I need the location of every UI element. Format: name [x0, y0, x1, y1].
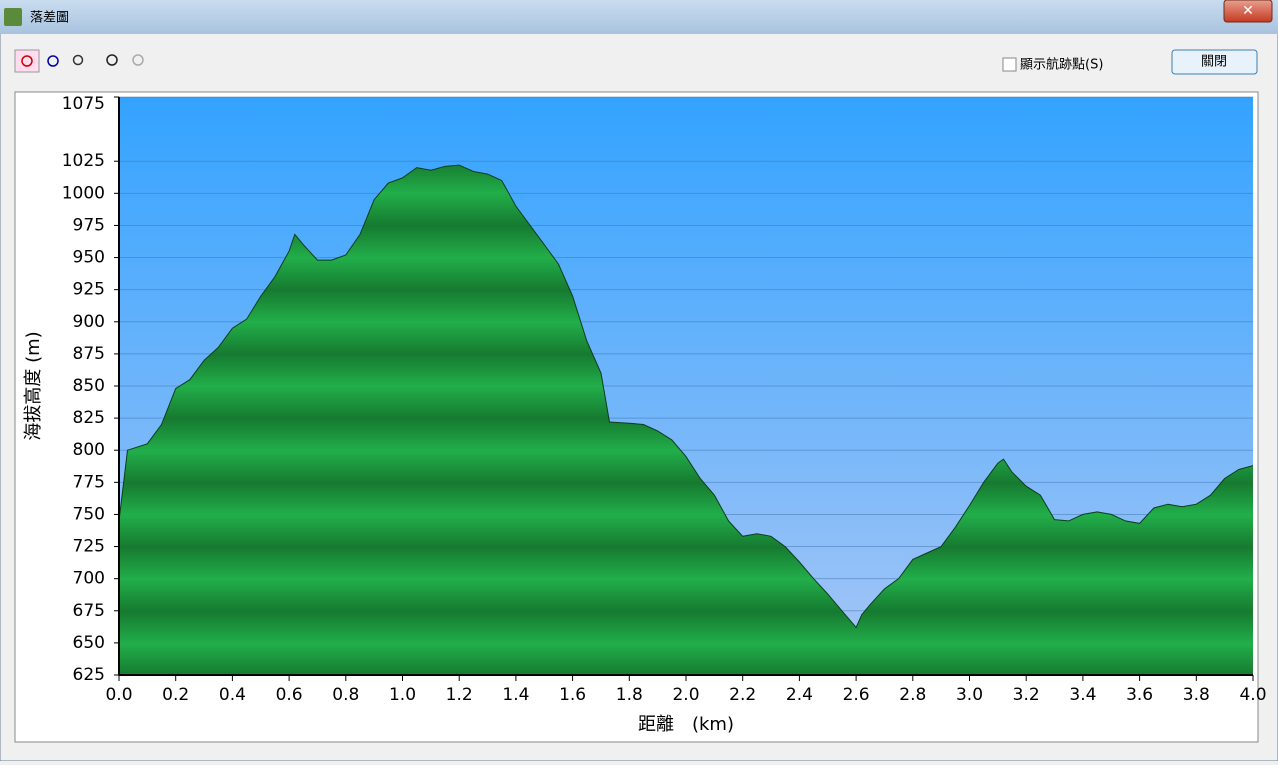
- toolbar-icons: [14, 49, 144, 73]
- y-tick-label: 675: [73, 601, 105, 621]
- x-tick-label: 0.2: [162, 685, 189, 705]
- y-tick-label: 875: [73, 344, 105, 364]
- x-tick-label: 2.4: [786, 685, 813, 705]
- y-tick-label: 650: [73, 633, 105, 653]
- close-glyph: ✕: [1242, 3, 1254, 19]
- y-tick-label: 700: [73, 569, 105, 589]
- app-icon: [4, 8, 22, 26]
- x-tick-label: 1.0: [389, 685, 416, 705]
- x-tick-label: 2.0: [672, 685, 699, 705]
- y-tick-label: 1025: [62, 151, 105, 171]
- title-bar: [0, 0, 1278, 34]
- close-button[interactable]: [1171, 49, 1258, 75]
- x-tick-label: 1.4: [502, 685, 529, 705]
- chart: 625 650 675 700 725 750 775 800 825 850 875 900 925 9…: [23, 94, 1267, 735]
- y-tick-label: 750: [73, 504, 105, 524]
- tool-icon: [21, 55, 33, 67]
- checkbox-label[interactable]: 顯示航跡點(S): [1020, 57, 1103, 73]
- x-tick-label: 0.4: [219, 685, 246, 705]
- x-tick-label: 3.4: [1069, 685, 1096, 705]
- x-tick-label: 2.2: [729, 685, 756, 705]
- x-tick-label: 2.8: [899, 685, 926, 705]
- x-tick-label: 1.2: [446, 685, 473, 705]
- tool-select[interactable]: [14, 49, 40, 73]
- y-tick-label: 1000: [62, 183, 105, 203]
- x-tick-label: 3.2: [1013, 685, 1040, 705]
- y-tick-label: 725: [73, 537, 105, 557]
- tool-pan[interactable]: [47, 55, 59, 67]
- y-axis-label: 海拔高度 (m): [23, 331, 44, 440]
- tool-zoom-out[interactable]: [132, 54, 144, 66]
- y-tick-label: 900: [73, 312, 105, 332]
- close-button-label[interactable]: 關閉: [1201, 55, 1227, 70]
- checkbox[interactable]: [1002, 57, 1017, 72]
- tool-zoom-in[interactable]: [106, 54, 118, 66]
- x-tick-label: 3.8: [1183, 685, 1210, 705]
- x-tick-label: 3.6: [1126, 685, 1153, 705]
- x-tick-label: 4.0: [1239, 685, 1266, 705]
- elevation-line: [118, 164, 1254, 629]
- x-tick-label: 1.8: [616, 685, 643, 705]
- x-tick-label: 0.6: [276, 685, 303, 705]
- x-axis-label: 距離 (km): [638, 714, 734, 735]
- x-tick-label: 0.0: [105, 685, 132, 705]
- area-fill: [119, 165, 1253, 675]
- x-tick-label: 1.6: [559, 685, 586, 705]
- y-tick-label: 800: [73, 440, 105, 460]
- tool-zoom-box[interactable]: [72, 54, 84, 66]
- window-title: 落差圖: [30, 11, 69, 26]
- y-tick-label: 925: [73, 280, 105, 300]
- close-window[interactable]: [1223, 0, 1273, 23]
- y-tick-label: 825: [73, 408, 105, 428]
- y-tick-label: 775: [73, 472, 105, 492]
- x-tick-label: 3.0: [956, 685, 983, 705]
- y-tick-label: 1075: [62, 94, 105, 114]
- x-tick-label: 0.8: [332, 685, 359, 705]
- y-tick-label: 975: [73, 215, 105, 235]
- y-tick-label: 850: [73, 376, 105, 396]
- y-tick-label: 625: [73, 665, 105, 685]
- x-tick-label: 2.6: [843, 685, 870, 705]
- y-tick-label: 950: [73, 248, 105, 268]
